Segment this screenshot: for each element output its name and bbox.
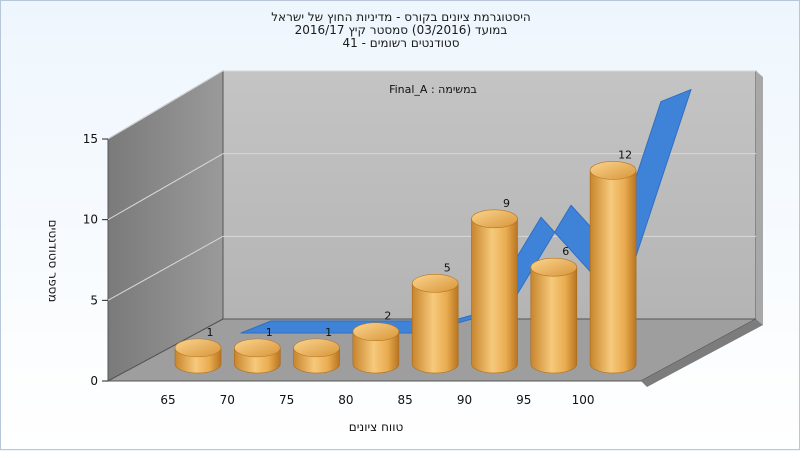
bars — [174, 161, 637, 374]
trend-ribbon — [240, 89, 692, 334]
x-tick-label: 75 — [279, 393, 294, 407]
x-tick-label: 65 — [160, 393, 175, 407]
chart-floor-shadow — [641, 319, 763, 387]
grid-line-side — [107, 70, 224, 140]
data-label: 5 — [444, 261, 451, 274]
x-tick-label: 90 — [457, 393, 472, 407]
bar — [293, 338, 340, 374]
y-tick-label: 10 — [83, 213, 98, 227]
chart-wall-shadow — [756, 71, 763, 325]
trend-ribbon-shape — [240, 89, 692, 334]
bar-cap — [174, 338, 222, 358]
y-tick-label: 15 — [83, 132, 98, 146]
data-label: 9 — [503, 197, 510, 210]
x-tick-label: 100 — [572, 393, 595, 407]
bar-cap — [589, 161, 637, 180]
bar-cap — [471, 209, 518, 229]
data-label: 12 — [618, 148, 632, 161]
bar-body — [352, 331, 400, 374]
bar-body — [471, 218, 518, 374]
bar-cap — [233, 338, 281, 358]
bar-cap — [293, 338, 340, 358]
bar-body — [589, 170, 637, 374]
bar — [233, 338, 281, 374]
bar — [471, 209, 518, 374]
x-axis-ticks: 65 70 75 80 85 90 95 100 — [160, 393, 594, 407]
grid-line-side — [107, 235, 224, 301]
x-axis-label: טווח ציונים — [349, 420, 404, 434]
bar-cap — [352, 322, 400, 342]
bar-cap — [530, 257, 578, 277]
x-tick-label: 70 — [220, 393, 235, 407]
data-label: 1 — [266, 326, 273, 339]
bar — [352, 322, 400, 374]
y-axis-ticks: 0 5 10 15 — [83, 132, 108, 388]
y-tick-label: 0 — [90, 374, 98, 388]
grid-line-side — [107, 153, 224, 221]
bar — [530, 257, 578, 374]
chart-title: היסטוגרמת ציונים בקורס - מדיניות החוץ של… — [1, 11, 800, 50]
title-line-1: היסטוגרמת ציונים בקורס - מדיניות החוץ של… — [271, 10, 531, 24]
bar-body — [411, 283, 459, 374]
bar-body — [530, 266, 578, 374]
data-label: 1 — [207, 326, 214, 339]
bar — [411, 274, 459, 374]
x-tick-label: 80 — [338, 393, 353, 407]
title-line-3: סטודנטים רשומים - 41 — [342, 36, 460, 50]
bar — [174, 338, 222, 374]
data-label: 6 — [562, 245, 569, 258]
title-line-2: במועד (03/2016) סמסטר קיץ 2016/17 — [294, 23, 508, 37]
bar — [589, 161, 637, 374]
y-axis-label: מספר סטודנטים — [46, 220, 60, 303]
bar-cap — [411, 274, 459, 293]
data-label: 2 — [384, 310, 391, 323]
x-tick-label: 95 — [516, 393, 531, 407]
chart-annotation: במשימה : Final_A — [389, 83, 477, 96]
x-tick-label: 85 — [398, 393, 413, 407]
data-label: 1 — [325, 326, 332, 339]
y-tick-label: 5 — [90, 293, 98, 307]
